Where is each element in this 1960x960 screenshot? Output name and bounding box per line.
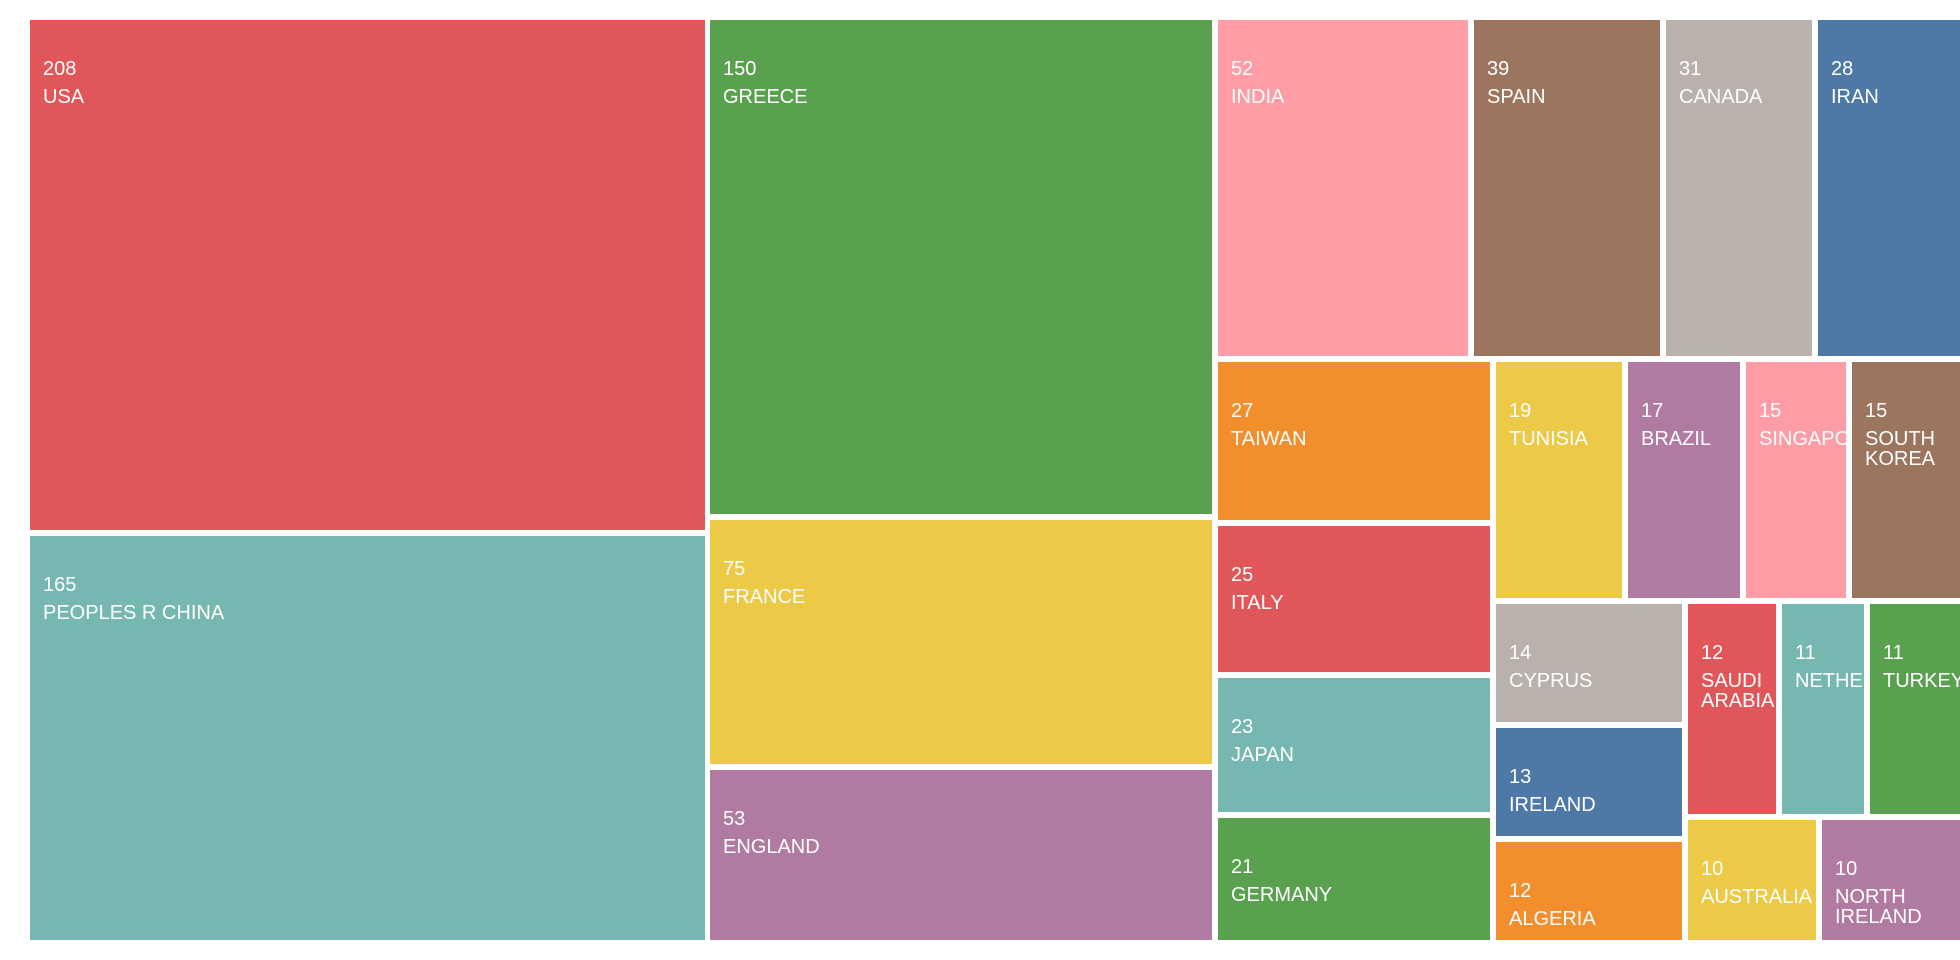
tile-value: 39 bbox=[1487, 58, 1510, 80]
treemap-tile-south-korea[interactable]: 15 SOUTH KOREA bbox=[1852, 362, 1960, 598]
treemap-tile-india[interactable]: 52 INDIA bbox=[1218, 20, 1468, 356]
tile-label: TUNISIA bbox=[1509, 428, 1588, 450]
tile-value: 12 bbox=[1509, 880, 1532, 902]
tile-value: 15 bbox=[1865, 400, 1888, 422]
tile-value: 11 bbox=[1795, 642, 1816, 664]
tile-value: 52 bbox=[1231, 58, 1254, 80]
tile-label: GERMANY bbox=[1231, 884, 1333, 906]
tile-value: 31 bbox=[1679, 58, 1702, 80]
tile-value: 208 bbox=[43, 58, 77, 80]
tile-label: SINGAPORE bbox=[1759, 428, 1846, 450]
tile-value: 53 bbox=[723, 808, 746, 830]
tile-value: 10 bbox=[1701, 858, 1724, 880]
tile-value: 12 bbox=[1701, 642, 1724, 664]
tile-label: AUSTRALIA bbox=[1701, 886, 1813, 908]
treemap-tile-turkey[interactable]: 11 TURKEY bbox=[1870, 604, 1960, 814]
tile-label: GREECE bbox=[723, 86, 808, 108]
tile-value: 14 bbox=[1509, 642, 1532, 664]
treemap-tile-north-ireland[interactable]: 10 NORTH IRELAND bbox=[1822, 820, 1960, 940]
tile-label: SAUDI ARABIA bbox=[1701, 670, 1775, 712]
tile-label: CYPRUS bbox=[1509, 670, 1593, 692]
treemap-tile-iran[interactable]: 28 IRAN bbox=[1818, 20, 1960, 356]
tile-label: NETHERLANDS bbox=[1795, 670, 1864, 692]
tile-label: ALGERIA bbox=[1509, 908, 1596, 930]
treemap-tile-netherlands[interactable]: 11 NETHERLANDS bbox=[1782, 604, 1864, 814]
tile-label: INDIA bbox=[1231, 86, 1285, 108]
tile-value: 28 bbox=[1831, 58, 1854, 80]
treemap-tile-japan[interactable]: 23 JAPAN bbox=[1218, 678, 1490, 812]
tile-label: FRANCE bbox=[723, 586, 806, 608]
tile-label: CANADA bbox=[1679, 86, 1763, 108]
tile-label: IRAN bbox=[1831, 86, 1879, 108]
treemap-tile-cyprus[interactable]: 14 CYPRUS bbox=[1496, 604, 1682, 722]
tile-value: 15 bbox=[1759, 400, 1782, 422]
treemap-tile-singapore[interactable]: 15 SINGAPORE bbox=[1746, 362, 1846, 598]
tile-label: ITALY bbox=[1231, 592, 1284, 614]
tile-value: 19 bbox=[1509, 400, 1532, 422]
tile-value: 27 bbox=[1231, 400, 1254, 422]
tile-value: 75 bbox=[723, 558, 746, 580]
treemap-tile-canada[interactable]: 31 CANADA bbox=[1666, 20, 1812, 356]
treemap-tile-saudi-arabia[interactable]: 12 SAUDI ARABIA bbox=[1688, 604, 1776, 814]
treemap-tile-algeria[interactable]: 12 ALGERIA bbox=[1496, 842, 1682, 940]
tile-value: 13 bbox=[1509, 766, 1532, 788]
treemap-tile-ireland[interactable]: 13 IRELAND bbox=[1496, 728, 1682, 836]
tile-label: SOUTH KOREA bbox=[1865, 428, 1936, 470]
tile-label: TAIWAN bbox=[1231, 428, 1307, 450]
treemap-tile-taiwan[interactable]: 27 TAIWAN bbox=[1218, 362, 1490, 520]
tile-label: IRELAND bbox=[1509, 794, 1596, 816]
tile-value: 11 bbox=[1883, 642, 1904, 664]
treemap-tile-tunisia[interactable]: 19 TUNISIA bbox=[1496, 362, 1622, 598]
tile-label: ENGLAND bbox=[723, 836, 820, 858]
tile-value: 17 bbox=[1641, 400, 1664, 422]
tile-value: 25 bbox=[1231, 564, 1254, 586]
tile-label: PEOPLES R CHINA bbox=[43, 602, 225, 624]
treemap-tile-france[interactable]: 75 FRANCE bbox=[710, 520, 1212, 764]
tile-label: TURKEY bbox=[1883, 670, 1960, 692]
tile-value: 23 bbox=[1231, 716, 1254, 738]
tile-value: 165 bbox=[43, 574, 77, 596]
tile-label: NORTH IRELAND bbox=[1835, 886, 1922, 928]
tile-value: 10 bbox=[1835, 858, 1858, 880]
treemap-tile-spain[interactable]: 39 SPAIN bbox=[1474, 20, 1660, 356]
treemap-tile-germany[interactable]: 21 GERMANY bbox=[1218, 818, 1490, 940]
treemap-tile-usa[interactable]: 208 USA bbox=[30, 20, 705, 530]
treemap-tile-italy[interactable]: 25 ITALY bbox=[1218, 526, 1490, 672]
treemap-tile-brazil[interactable]: 17 BRAZIL bbox=[1628, 362, 1740, 598]
tile-label: USA bbox=[43, 86, 85, 108]
treemap-tile-peoples-r-china[interactable]: 165 PEOPLES R CHINA bbox=[30, 536, 705, 940]
treemap-tile-greece[interactable]: 150 GREECE bbox=[710, 20, 1212, 514]
tile-value: 21 bbox=[1231, 856, 1254, 878]
tile-label: SPAIN bbox=[1487, 86, 1546, 108]
tile-value: 150 bbox=[723, 58, 757, 80]
treemap-tile-australia[interactable]: 10 AUSTRALIA bbox=[1688, 820, 1816, 940]
tile-label: BRAZIL bbox=[1641, 428, 1712, 450]
treemap-tile-england[interactable]: 53 ENGLAND bbox=[710, 770, 1212, 940]
tile-label: JAPAN bbox=[1231, 744, 1294, 766]
